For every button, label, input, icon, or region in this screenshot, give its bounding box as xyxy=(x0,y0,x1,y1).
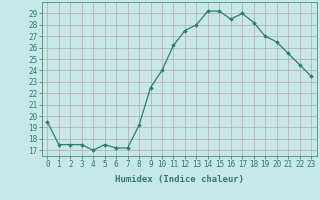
X-axis label: Humidex (Indice chaleur): Humidex (Indice chaleur) xyxy=(115,175,244,184)
